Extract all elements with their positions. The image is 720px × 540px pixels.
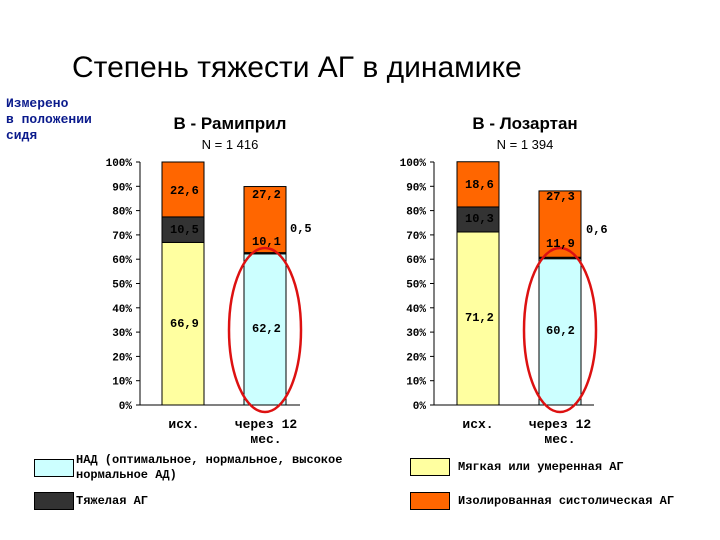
chart-2-data-label: 18,6	[465, 178, 494, 192]
chart-1-data-label: 22,6	[170, 184, 199, 198]
chart-2-ytick-label: 90%	[406, 182, 426, 194]
chart-2-highlight-ellipse	[522, 246, 598, 414]
chart-1-ytick-label: 30%	[112, 328, 132, 340]
chart-1-data-label: 0,5	[290, 222, 312, 236]
chart-1-data-label: 27,2	[252, 188, 281, 202]
chart-2-data-label: 27,3	[546, 190, 575, 204]
measurement-note-line-3: сидя	[6, 128, 38, 143]
chart-2-ytick-label: 40%	[406, 304, 426, 316]
chart-1-data-label: 66,9	[170, 317, 199, 331]
legend-swatch-mild	[410, 458, 450, 476]
chart-2-category-label-line-1: через 12	[529, 417, 592, 432]
legend-swatch-isolated	[410, 492, 450, 510]
chart-2-ytick-label: 20%	[406, 352, 426, 364]
chart-2-bar-severe-1	[456, 206, 500, 233]
chart-1-ytick-label: 80%	[112, 207, 132, 219]
chart-2-ytick-label: 50%	[406, 280, 426, 292]
chart-1-bar-mild-1	[161, 241, 205, 406]
measurement-note-line-1: Измерено	[6, 96, 69, 111]
chart-1-category-label-line-1: через 12	[235, 417, 298, 432]
chart-1-ytick-label: 40%	[112, 304, 132, 316]
chart-2-ytick-label: 70%	[406, 231, 426, 243]
chart-1-highlight-ellipse	[227, 246, 303, 414]
chart-1-bar-isolated-2	[243, 186, 287, 254]
chart-2-ytick-label: 0%	[413, 401, 427, 413]
chart-1-ytick-label: 60%	[112, 255, 132, 267]
measurement-note: Измерено в положении сидя	[6, 96, 146, 144]
chart-2-data-label: 0,6	[586, 223, 608, 237]
chart-1-bar-severe-1	[161, 216, 205, 243]
chart-1-data-label: 62,2	[252, 322, 281, 336]
chart-1-bar-normal-2	[243, 253, 287, 406]
chart-2-category-label-line-2: мес.	[544, 432, 575, 447]
chart-2-subtitle: N = 1 394	[496, 137, 554, 152]
chart-1-category-label-line-2: мес.	[250, 432, 281, 447]
chart-1-ytick-label: 70%	[112, 231, 132, 243]
chart-1-ytick-label: 90%	[112, 182, 132, 194]
legend-label-mild: Мягкая или умеренная АГ	[458, 460, 624, 474]
chart-1-ytick-label: 10%	[112, 377, 132, 389]
page-title: Степень тяжести АГ в динамике	[72, 51, 522, 84]
chart-2-bar-isolated-2	[538, 190, 582, 258]
legend-label-severe: Тяжелая АГ	[76, 494, 149, 508]
chart-2-bar-isolated-1	[456, 161, 500, 208]
chart-1-ytick-label: 50%	[112, 280, 132, 292]
measurement-note-line-2: в положении	[6, 112, 92, 127]
chart-2-bar-normal-2	[538, 258, 582, 406]
chart-2-ytick-label: 10%	[406, 377, 426, 389]
chart-2-category-label: исх.	[462, 417, 493, 432]
chart-1-ytick-label: 20%	[112, 352, 132, 364]
chart-2-ytick-label: 30%	[406, 328, 426, 340]
chart-2-data-label: 60,2	[546, 324, 575, 338]
chart-2-data-label: 11,9	[546, 237, 575, 251]
legend-swatch-normal	[34, 459, 74, 477]
chart-1-bar-isolated-1	[161, 161, 205, 218]
chart-2-ytick-label: 60%	[406, 255, 426, 267]
chart-1-ytick-label: 0%	[119, 401, 133, 413]
chart-2-data-label: 10,3	[465, 212, 494, 226]
legend-swatch-severe	[34, 492, 74, 510]
chart-1-category-label: исх.	[168, 417, 199, 432]
chart-1-data-label: 10,5	[170, 223, 199, 237]
legend-label-normal: НАД (оптимальное, нормальное, высокое но…	[76, 453, 343, 482]
chart-1-subtitle: N = 1 416	[201, 137, 259, 152]
chart-1-ytick-label: 100%	[106, 158, 133, 170]
chart-1-title: В - Рамиприл	[173, 114, 287, 133]
legend-label-isolated: Изолированная систолическая АГ	[458, 494, 675, 508]
chart-2-ytick-label: 100%	[400, 158, 427, 170]
chart-1-data-label: 10,1	[252, 235, 281, 249]
chart-2-data-label: 71,2	[465, 311, 494, 325]
chart-2-title: В - Лозартан	[472, 114, 578, 133]
chart-2-ytick-label: 80%	[406, 207, 426, 219]
